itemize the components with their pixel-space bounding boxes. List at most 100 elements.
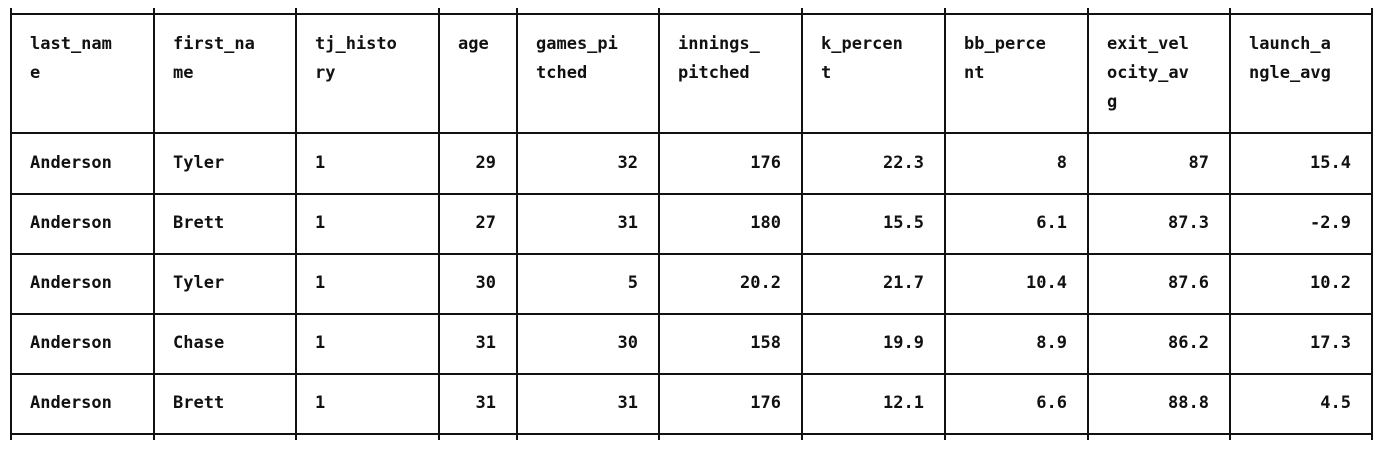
table-cell-age: 31 <box>475 393 496 413</box>
table-border-tick <box>1371 248 1373 260</box>
table-cell-age: 30 <box>475 273 496 293</box>
table-border-vertical <box>801 319 803 369</box>
table-cell-launch-angle-avg: 15.4 <box>1310 153 1351 173</box>
table-cell-last-name: Anderson <box>30 153 112 173</box>
table-border-tick <box>438 188 440 200</box>
table-cell-innings-pitched: 158 <box>750 333 781 353</box>
table-cell-innings-pitched: 176 <box>750 153 781 173</box>
table-border-tick <box>438 248 440 260</box>
table-cell-innings-pitched: 20.2 <box>740 273 781 293</box>
table-border-vertical <box>944 138 946 189</box>
column-header-text: nt <box>964 63 985 83</box>
table-border-tick <box>944 368 946 380</box>
table-border-vertical <box>516 138 518 189</box>
table-border-tick <box>438 127 440 139</box>
table-border-tick <box>1229 188 1231 200</box>
table-border-tick <box>153 248 155 260</box>
table-border-vertical <box>1229 379 1231 429</box>
table-border-vertical <box>10 19 12 128</box>
column-header-k-percent: k_percen t <box>821 30 953 88</box>
column-header-text: me <box>173 63 194 83</box>
table-border-tick <box>658 188 660 200</box>
table-border-tick <box>1229 428 1231 440</box>
table-border-tick <box>658 308 660 320</box>
table-border-vertical <box>10 319 12 369</box>
table-border-tick <box>295 308 297 320</box>
table-border-tick <box>516 188 518 200</box>
table-border-vertical <box>10 138 12 189</box>
table-border-vertical <box>658 19 660 128</box>
table-border-vertical <box>153 259 155 309</box>
table-border-vertical <box>1087 199 1089 249</box>
table-border-tick <box>1087 308 1089 320</box>
table-border-tick <box>801 188 803 200</box>
table-border-vertical <box>438 138 440 189</box>
table-border-vertical <box>10 199 12 249</box>
table-border-tick <box>658 248 660 260</box>
table-border-vertical <box>516 199 518 249</box>
table-cell-last-name: Anderson <box>30 393 112 413</box>
table-cell-games-pitched: 31 <box>617 213 638 233</box>
table-border-vertical <box>10 379 12 429</box>
table-border-vertical <box>658 379 660 429</box>
column-header-text: pitched <box>678 63 750 83</box>
table-border-tick <box>10 368 12 380</box>
table-border-tick <box>944 8 946 20</box>
table-border-tick <box>801 8 803 20</box>
column-header-age: age <box>458 30 590 59</box>
table-border-horizontal <box>10 13 1373 15</box>
table-border-tick <box>1229 127 1231 139</box>
table-border-tick <box>10 248 12 260</box>
table-border-tick <box>10 308 12 320</box>
table-border-tick <box>658 127 660 139</box>
table-cell-last-name: Anderson <box>30 273 112 293</box>
table-cell-first-name: Chase <box>173 333 225 353</box>
table-cell-exit-velocity-avg: 87.3 <box>1168 213 1209 233</box>
table-cell-exit-velocity-avg: 87.6 <box>1168 273 1209 293</box>
column-header-text: first_na <box>173 34 255 54</box>
table-border-vertical <box>153 19 155 128</box>
table-cell-age: 29 <box>475 153 496 173</box>
table-border-tick <box>438 8 440 20</box>
table-cell-exit-velocity-avg: 86.2 <box>1168 333 1209 353</box>
table-cell-innings-pitched: 176 <box>750 393 781 413</box>
table-border-vertical <box>801 259 803 309</box>
table-border-tick <box>10 188 12 200</box>
table-cell-bb-percent: 6.1 <box>1036 213 1067 233</box>
table-cell-bb-percent: 10.4 <box>1026 273 1067 293</box>
table-border-vertical <box>801 199 803 249</box>
table-border-vertical <box>516 319 518 369</box>
table-border-tick <box>1087 248 1089 260</box>
table-border-vertical <box>801 379 803 429</box>
table-border-vertical <box>295 259 297 309</box>
table-border-tick <box>1371 127 1373 139</box>
table-border-tick <box>295 188 297 200</box>
table-border-tick <box>1087 188 1089 200</box>
column-header-text: ngle_avg <box>1249 63 1331 83</box>
table-cell-k-percent: 22.3 <box>883 153 924 173</box>
column-header-text: ocity_av <box>1107 63 1189 83</box>
table-border-vertical <box>516 19 518 128</box>
table-border-tick <box>1087 8 1089 20</box>
table-cell-innings-pitched: 180 <box>750 213 781 233</box>
table-border-tick <box>1087 428 1089 440</box>
table-border-tick <box>1371 368 1373 380</box>
table-border-vertical <box>1087 19 1089 128</box>
column-header-text: bb_perce <box>964 34 1046 54</box>
table-border-tick <box>801 308 803 320</box>
column-header-text: age <box>458 34 489 54</box>
table-border-vertical <box>1229 319 1231 369</box>
table-border-tick <box>801 248 803 260</box>
table-border-vertical <box>10 259 12 309</box>
table-border-vertical <box>944 319 946 369</box>
table-border-vertical <box>1229 199 1231 249</box>
table-border-vertical <box>1087 259 1089 309</box>
table-cell-tj-history: 1 <box>315 273 326 293</box>
table-border-tick <box>1087 127 1089 139</box>
table-border-tick <box>516 428 518 440</box>
table-border-tick <box>516 368 518 380</box>
table-border-tick <box>295 368 297 380</box>
